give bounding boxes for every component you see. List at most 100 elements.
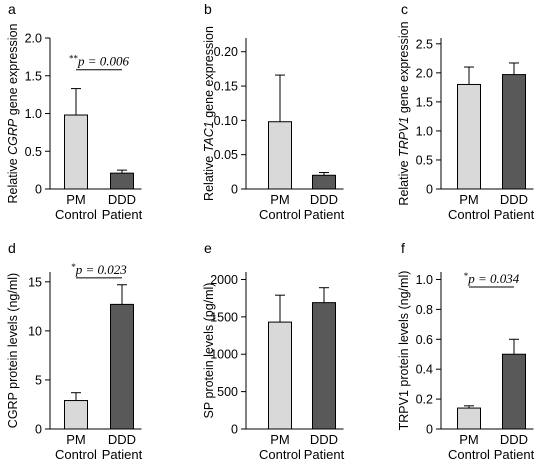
y-tick-label: 1.5: [416, 95, 433, 109]
category-label: Control: [448, 207, 490, 222]
y-tick-label: 500: [217, 385, 238, 399]
significance-stars: **: [69, 54, 79, 64]
category-label: PM: [459, 432, 479, 447]
y-tick-label: 0.2: [416, 393, 433, 407]
y-tick-label: 1.0: [416, 124, 433, 138]
category-label: Patient: [304, 447, 345, 462]
y-tick-label: 0: [231, 423, 238, 437]
y-tick-label: 0.5: [25, 145, 42, 159]
y-tick-label: 0.5: [416, 153, 433, 167]
y-axis-label-part: Relative: [397, 157, 411, 206]
y-tick-label: 5: [35, 373, 42, 387]
y-axis-label-gene: TAC1: [202, 121, 216, 152]
y-tick-label: 1.5: [25, 69, 42, 83]
category-label: PM: [270, 192, 290, 207]
y-tick-label: 0: [426, 183, 433, 197]
panel-a: a 0 0.5 1.0 1.5 2.0 Relative CGRP gene express…: [6, 1, 143, 222]
y-tick-label: 0: [35, 183, 42, 197]
y-tick-label: 0.05: [214, 148, 238, 162]
significance-p-value: p = 0.034: [467, 271, 520, 286]
y-tick-label: 2.0: [416, 66, 433, 80]
category-label: DDD: [108, 192, 136, 207]
y-axis-label: TRPV1 protein levels (ng/ml): [397, 271, 411, 431]
bar-control: [64, 114, 88, 190]
panel-f: f 0 0.2 0.4 0.6 0.8 1.0 TRPV1 protein levels (n…: [397, 240, 535, 462]
y-tick-label: 0.8: [416, 303, 433, 317]
bar-control: [64, 400, 88, 430]
category-label: PM: [66, 192, 86, 207]
y-tick-label: 0: [426, 423, 433, 437]
panel-letter: d: [8, 240, 16, 256]
significance-label: *p = 0.034: [464, 271, 520, 286]
category-label: Control: [259, 447, 301, 462]
y-axis-label-part: gene expression: [397, 21, 411, 116]
bar-control: [457, 83, 481, 190]
category-label: Patient: [304, 207, 345, 222]
y-axis-label: Relative TAC1 gene expression: [202, 26, 216, 201]
y-tick-label: 0.6: [416, 333, 433, 347]
category-label: Patient: [494, 447, 535, 462]
y-axis-label-part: Relative: [6, 155, 20, 204]
category-label: Patient: [102, 447, 143, 462]
y-axis-label-part: gene expression: [202, 26, 216, 121]
y-tick-label: 0: [35, 423, 42, 437]
significance-label: *p = 0.023: [71, 262, 127, 277]
category-label: PM: [459, 192, 479, 207]
y-tick-label: 2.0: [25, 32, 42, 46]
category-label: Patient: [494, 207, 535, 222]
category-label: Control: [55, 447, 97, 462]
y-tick-label: 0.15: [214, 80, 238, 94]
bar-control: [268, 121, 292, 190]
bar-patient: [110, 303, 134, 430]
y-axis-label-gene: CGRP: [6, 118, 20, 155]
significance-stars: *: [71, 262, 76, 272]
y-axis-label: CGRP protein levels (ng/ml): [6, 273, 20, 428]
category-label: DDD: [310, 432, 338, 447]
y-axis-label-gene: TRPV1: [397, 117, 411, 157]
panel-c: c 0 0.5 1.0 1.5 2.0 2.5 Relative TRPV1 gene exp…: [397, 1, 535, 222]
bar-control: [457, 407, 481, 430]
panel-letter: e: [204, 240, 212, 256]
y-axis-label: SP protein levels (pg/ml): [202, 283, 216, 419]
category-label: PM: [66, 432, 86, 447]
y-tick-label: 10: [28, 324, 42, 338]
bar-patient: [110, 172, 134, 190]
y-tick-label: 1500: [210, 310, 238, 324]
panel-letter: a: [8, 1, 16, 17]
category-label: DDD: [310, 192, 338, 207]
panel-letter: c: [401, 1, 408, 17]
y-tick-label: 0: [231, 183, 238, 197]
category-label: Control: [55, 207, 97, 222]
category-label: DDD: [108, 432, 136, 447]
category-label: Control: [259, 207, 301, 222]
y-tick-label: 2.5: [416, 37, 433, 51]
y-axis-label: Relative CGRP gene expression: [6, 23, 20, 203]
category-label: Patient: [102, 207, 143, 222]
y-tick-label: 1.0: [416, 273, 433, 287]
y-tick-label: 2000: [210, 273, 238, 287]
bar-patient: [502, 74, 526, 190]
significance-p-value: p = 0.023: [75, 262, 128, 277]
y-axis-label-part: SP protein levels (pg/ml): [202, 283, 216, 419]
significance-stars: *: [464, 271, 469, 281]
category-label: Control: [448, 447, 490, 462]
y-axis-label-part: CGRP protein levels (ng/ml): [6, 273, 20, 428]
bar-patient: [502, 353, 526, 430]
y-tick-label: 15: [28, 275, 42, 289]
y-axis-label-part: TRPV1 protein levels (ng/ml): [397, 271, 411, 431]
y-tick-label: 1000: [210, 348, 238, 362]
panel-letter: f: [401, 240, 405, 256]
y-tick-label: 0.20: [214, 45, 238, 59]
bar-patient: [312, 302, 336, 430]
y-axis-label-part: Relative: [202, 152, 216, 201]
bar-patient: [312, 174, 336, 190]
category-label: DDD: [500, 432, 528, 447]
panel-letter: b: [204, 1, 212, 17]
significance-label: **p = 0.006: [69, 54, 130, 69]
y-tick-label: 0.4: [416, 363, 433, 377]
significance-p-value: p = 0.006: [77, 54, 130, 69]
category-label: DDD: [500, 192, 528, 207]
